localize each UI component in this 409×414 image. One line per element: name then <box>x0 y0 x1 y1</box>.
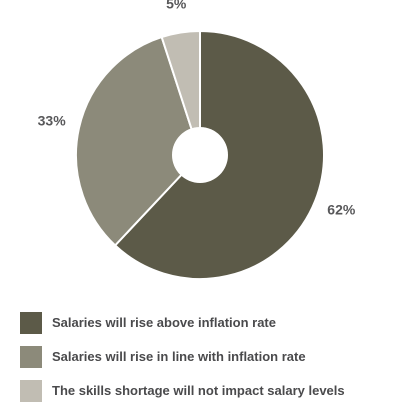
legend-label: The skills shortage will not impact sala… <box>52 383 345 398</box>
pie-slice <box>75 35 202 247</box>
legend-swatch <box>20 312 42 334</box>
legend-label: Salaries will rise in line with inflatio… <box>52 349 306 364</box>
legend-swatch <box>20 346 42 368</box>
legend-item: Salaries will rise above inflation rate <box>20 312 409 346</box>
legend-item: The skills shortage will not impact sala… <box>20 380 409 414</box>
legend-item: Salaries will rise in line with inflatio… <box>20 346 409 380</box>
pie-chart: 62% 33% 5% <box>38 0 356 280</box>
pie-slice <box>160 29 201 156</box>
slice-percent-label: 62% <box>327 202 356 218</box>
legend: Salaries will rise above inflation rate … <box>20 312 409 414</box>
legend-swatch <box>20 380 42 402</box>
donut-hole <box>172 127 228 183</box>
slice-percent-label: 5% <box>166 0 187 12</box>
legend-label: Salaries will rise above inflation rate <box>52 315 276 330</box>
slice-percent-label: 33% <box>38 113 67 129</box>
